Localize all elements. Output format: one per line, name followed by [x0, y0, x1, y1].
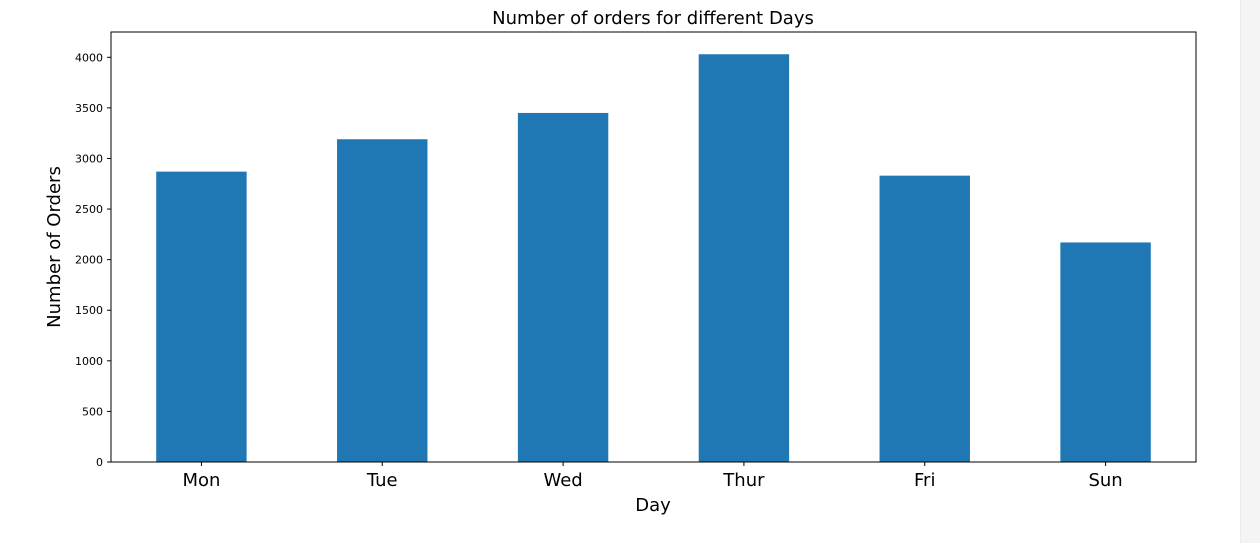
y-tick-label: 4000: [75, 51, 103, 64]
y-tick-label: 1500: [75, 304, 103, 317]
x-tick-label: Sun: [1088, 470, 1122, 491]
y-tick-label: 3000: [75, 152, 103, 165]
x-axis-ticks: Mon Tue Wed Thur Fri Sun: [182, 462, 1123, 491]
y-tick-label: 500: [82, 405, 103, 418]
y-tick-label: 0: [96, 456, 103, 469]
x-tick-label: Fri: [914, 470, 935, 491]
bar-wed: [517, 112, 609, 463]
chart-title: Number of orders for different Days: [492, 8, 814, 29]
y-axis-ticks: 0 500 1000 1500 2000 2500 3000 3500 4000: [75, 51, 111, 469]
x-tick-label: Wed: [543, 470, 582, 491]
y-tick-label: 2000: [75, 254, 103, 267]
plot-frame: [110, 31, 1197, 463]
bars-group: [156, 54, 1151, 463]
x-tick-label: Thur: [722, 470, 765, 491]
bar-mon: [156, 171, 247, 462]
x-tick-label: Tue: [366, 470, 398, 491]
y-axis-label: Number of Orders: [44, 166, 65, 328]
y-tick-label: 2500: [75, 203, 103, 216]
y-tick-label: 1000: [75, 355, 103, 368]
bar-sun: [1060, 242, 1151, 462]
scrollbar-track[interactable]: [1240, 0, 1260, 543]
x-tick-label: Mon: [182, 470, 220, 491]
x-axis-label: Day: [635, 495, 671, 516]
bar-tue: [337, 139, 428, 462]
y-tick-label: 3500: [75, 102, 103, 115]
bar-thur: [698, 54, 790, 463]
bar-fri: [879, 175, 970, 462]
